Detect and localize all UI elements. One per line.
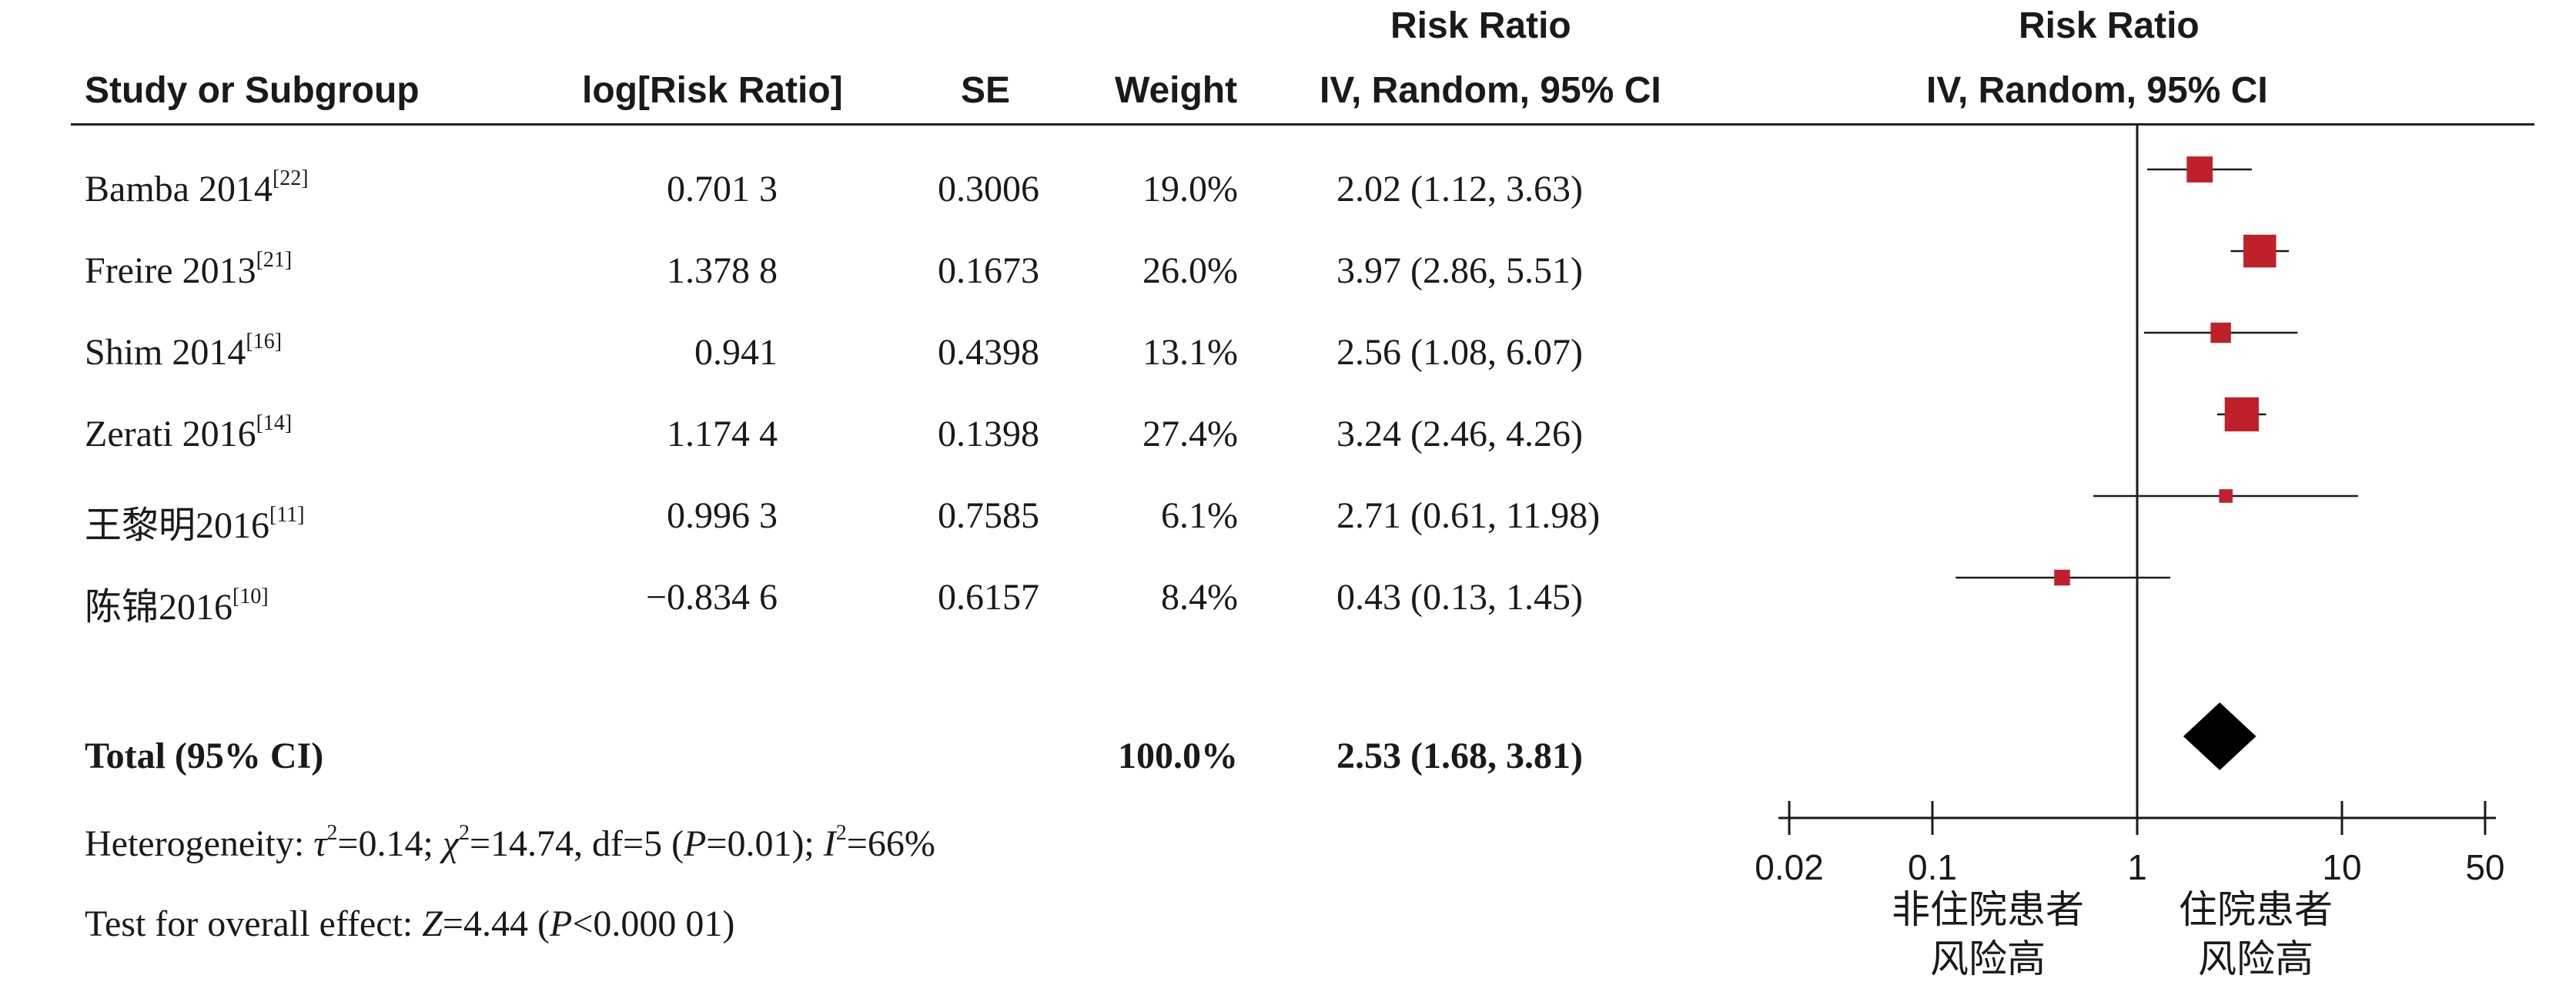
study-reference: [14] (256, 411, 293, 435)
x-tick-label: 10 (2322, 847, 2361, 887)
x-tick-label: 50 (2465, 847, 2504, 887)
study-ci: 0.43 (0.13, 1.45) (1337, 577, 1583, 618)
header-risk-ratio-top: Risk Ratio (1390, 5, 1571, 46)
study-reference: [10] (233, 585, 269, 608)
overall-effect-text: Test for overall effect: Z=4.44 (P<0.000… (85, 903, 735, 944)
study-weight: 13.1% (1142, 332, 1238, 373)
study-name: Bamba 2014[22] (85, 166, 309, 210)
right-direction-label-line2: 风险高 (2198, 937, 2313, 981)
header-risk-ratio-sub: IV, Random, 95% CI (1320, 70, 1661, 111)
x-tick-label: 1 (2127, 847, 2147, 887)
study-weight: 27.4% (1142, 414, 1238, 454)
study-ci: 3.24 (2.46, 4.26) (1337, 414, 1583, 454)
study-weight: 8.4% (1161, 577, 1238, 618)
study-reference: [21] (256, 248, 293, 272)
total-label: Total (95% CI) (85, 736, 324, 776)
header-log-risk-ratio: log[Risk Ratio] (582, 70, 843, 111)
study-ci: 2.71 (0.61, 11.98) (1337, 495, 1601, 536)
header-plot-risk-ratio-sub: IV, Random, 95% CI (1926, 70, 2268, 111)
study-weight: 6.1% (1161, 495, 1238, 536)
header-separator (71, 123, 2534, 126)
heterogeneity-text: Heterogeneity: τ2=0.14; χ2=14.74, df=5 (… (85, 821, 935, 865)
study-marker (2219, 489, 2233, 503)
study-weight: 19.0% (1142, 169, 1238, 209)
right-direction-label-line1: 住院患者 (2179, 887, 2333, 932)
study-name: Freire 2013[21] (85, 248, 293, 292)
study-log-rr: 0.996 3 (667, 495, 778, 536)
x-tick-label: 0.1 (1908, 847, 1957, 887)
study-se: 0.3006 (938, 169, 1039, 209)
study-reference: [22] (272, 166, 309, 190)
study-marker (2224, 397, 2259, 432)
left-direction-label-line2: 风险高 (1930, 937, 2046, 981)
study-log-rr: −0.834 6 (645, 577, 778, 618)
study-marker (2210, 322, 2231, 344)
study-marker (2243, 234, 2277, 268)
study-se: 0.6157 (938, 577, 1039, 618)
study-marker (2054, 569, 2070, 586)
study-reference: [11] (269, 503, 305, 527)
header-weight: Weight (1115, 70, 1238, 111)
study-ci: 3.97 (2.86, 5.51) (1337, 250, 1583, 291)
total-diamond (2183, 702, 2257, 770)
x-tick-label: 0.02 (1755, 847, 1824, 887)
header-study: Study or Subgroup (85, 70, 420, 111)
study-ci: 2.02 (1.12, 3.63) (1337, 169, 1583, 209)
study-ci: 2.56 (1.08, 6.07) (1337, 332, 1583, 373)
study-name: 王黎明2016[11] (85, 503, 305, 547)
study-marker (2186, 156, 2213, 183)
study-log-rr: 0.701 3 (667, 169, 778, 209)
study-log-rr: 1.174 4 (667, 414, 778, 454)
left-direction-label-line1: 非住院患者 (1892, 887, 2084, 932)
study-reference: [16] (246, 330, 283, 354)
study-name: Zerati 2016[14] (85, 411, 293, 455)
study-se: 0.1673 (938, 250, 1039, 291)
total-ci: 2.53 (1.68, 3.81) (1337, 736, 1583, 776)
study-se: 0.7585 (938, 495, 1039, 536)
study-name: 陈锦2016[10] (85, 585, 269, 628)
total-weight: 100.0% (1118, 736, 1238, 776)
study-se: 0.1398 (938, 414, 1039, 454)
study-weight: 26.0% (1142, 250, 1238, 291)
study-se: 0.4398 (938, 332, 1039, 373)
header-se: SE (961, 70, 1011, 111)
study-log-rr: 1.378 8 (667, 250, 778, 291)
header-plot-risk-ratio-top: Risk Ratio (2019, 5, 2200, 46)
study-name: Shim 2014[16] (85, 330, 283, 374)
study-log-rr: 0.941 (694, 332, 778, 373)
